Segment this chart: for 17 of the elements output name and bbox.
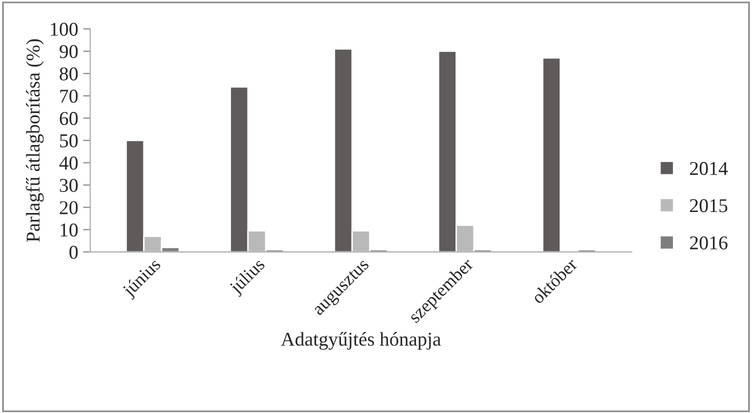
y-tick-label: 60 [60,112,78,126]
y-tick-label: 80 [60,67,78,80]
y-tick-label: 90 [60,45,78,58]
y-axis-title: Parlagfű átlagborítása (%) [26,39,44,242]
y-tick-label: 20 [60,201,78,214]
y-tick-label: 100 [50,22,78,36]
x-axis-title: Adatgyűjtés hónapja [280,332,441,350]
legend-label: 2016 [690,236,728,250]
y-tick-label: 30 [60,178,78,192]
y-tick-label: 50 [60,134,78,148]
legend-label: 2014 [690,162,728,176]
y-tick-label: 40 [59,156,78,170]
y-tick-label: 10 [60,223,78,237]
y-tick-label: 70 [60,90,78,103]
bar [542,57,562,252]
legend-label: 2015 [690,199,728,212]
y-tick-label: 0 [69,246,78,259]
